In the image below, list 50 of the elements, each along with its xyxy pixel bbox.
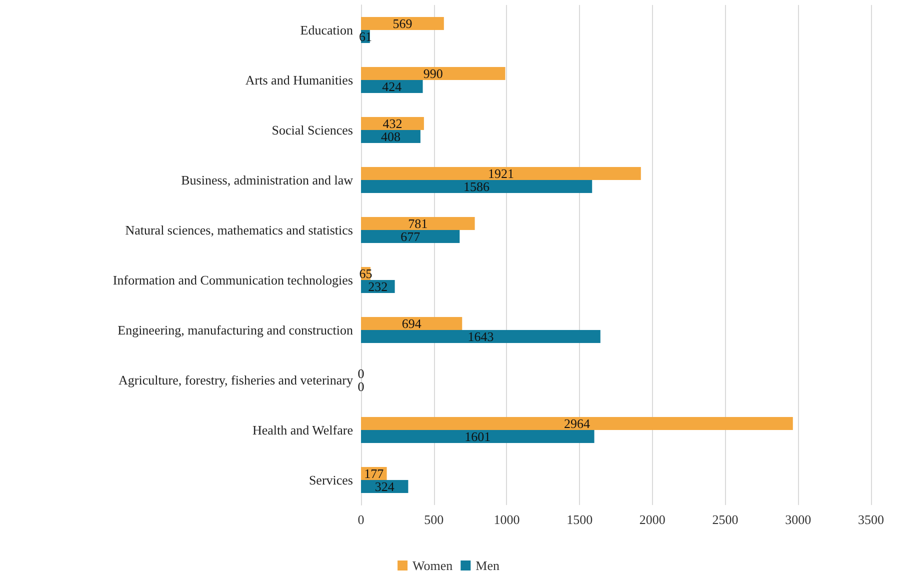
- data-label: 232: [368, 279, 388, 294]
- bar: [361, 417, 793, 430]
- bar: [361, 217, 475, 230]
- legend-label: Women: [412, 558, 454, 573]
- y-tick-label: Education: [300, 22, 354, 38]
- data-label: 408: [380, 129, 400, 144]
- bar: [361, 230, 460, 243]
- x-tick-label: 1000: [494, 512, 520, 527]
- bar: [361, 80, 423, 93]
- x-tick-label: 3000: [785, 512, 812, 527]
- y-tick-label: Health and Welfare: [252, 422, 354, 438]
- x-tick-label: 1500: [566, 512, 593, 527]
- data-label: 677: [400, 229, 421, 244]
- x-tick-label: 3500: [858, 512, 884, 527]
- data-label: 0: [358, 366, 364, 381]
- y-tick-label: Services: [308, 472, 353, 488]
- data-label: 177: [364, 466, 384, 481]
- y-tick-label: Arts and Humanities: [245, 72, 353, 88]
- y-tick-label: Social Sciences: [272, 122, 353, 138]
- data-label: 569: [392, 16, 412, 31]
- y-tick-label: Engineering, manufacturing and construction: [118, 322, 354, 338]
- y-tick-label: Natural sciences, mathematics and statistics: [125, 222, 353, 238]
- data-label: 324: [374, 479, 395, 494]
- data-label: 1586: [464, 179, 490, 194]
- data-label: 781: [408, 216, 428, 231]
- bar: [361, 317, 462, 330]
- bar: [361, 330, 600, 343]
- data-label: 694: [402, 316, 422, 331]
- bar: [361, 180, 592, 193]
- data-label: 432: [382, 116, 402, 131]
- bar: [361, 17, 444, 30]
- data-label: 0: [358, 379, 364, 394]
- y-tick-label: Business, administration and law: [181, 172, 354, 188]
- bar: [361, 167, 641, 180]
- data-label: 1921: [488, 166, 514, 181]
- x-tick-label: 2000: [639, 512, 666, 527]
- legend-label: Men: [476, 558, 500, 573]
- data-label: 990: [423, 66, 443, 81]
- bar: [361, 67, 506, 80]
- bar: [361, 430, 594, 443]
- x-tick-label: 500: [424, 512, 444, 527]
- bar: [361, 117, 424, 130]
- x-tick-label: 0: [358, 512, 364, 527]
- data-label: 2964: [564, 416, 590, 431]
- y-tick-label: Agriculture, forestry, fisheries and veterinary: [118, 372, 354, 388]
- data-label: 1643: [468, 329, 494, 344]
- data-label: 424: [382, 79, 402, 94]
- data-label: 1601: [464, 429, 491, 444]
- y-tick-label: Information and Communication technologies: [112, 272, 353, 288]
- x-tick-label: 2500: [712, 512, 738, 527]
